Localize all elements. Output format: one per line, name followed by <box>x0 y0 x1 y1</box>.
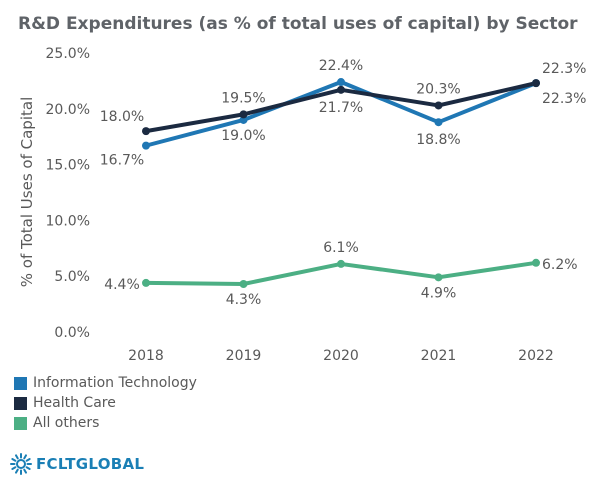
data-point <box>532 258 540 267</box>
legend-item: All others <box>14 413 197 433</box>
data-point <box>239 115 248 124</box>
data-point <box>434 101 443 110</box>
y-tick-label: 20.0% <box>46 102 90 118</box>
data-label: 19.5% <box>221 90 265 106</box>
data-label: 4.9% <box>421 285 457 301</box>
logo-text: FCLTGLOBAL <box>36 455 145 473</box>
data-point <box>142 127 150 136</box>
data-point <box>239 280 248 289</box>
x-tick-label: 2022 <box>518 348 554 364</box>
legend-label: Information Technology <box>33 375 197 391</box>
x-tick-label: 2020 <box>323 348 359 364</box>
data-label: 19.0% <box>221 128 265 144</box>
legend-swatch <box>14 396 27 410</box>
x-tick-label: 2019 <box>226 348 262 364</box>
legend-item: Information Technology <box>14 373 197 393</box>
data-label: 4.4% <box>104 277 140 293</box>
y-tick-label: 25.0% <box>46 46 90 62</box>
y-tick-label: 15.0% <box>46 158 90 174</box>
data-label: 20.3% <box>416 81 460 97</box>
data-label: 18.8% <box>416 132 460 148</box>
data-point <box>337 85 345 94</box>
data-point <box>532 79 540 88</box>
data-point <box>337 259 345 268</box>
data-label: 22.4% <box>319 58 363 74</box>
data-point <box>239 110 248 119</box>
data-point <box>337 78 345 87</box>
data-point <box>434 118 443 127</box>
data-label: 6.1% <box>323 240 359 256</box>
data-point <box>142 278 150 287</box>
data-label: 22.3% <box>542 91 586 107</box>
data-label: 18.0% <box>100 109 144 125</box>
sunburst-logo-icon <box>10 453 32 475</box>
data-label: 22.3% <box>542 61 586 77</box>
legend-item: Health Care <box>14 393 197 413</box>
chart-title: R&D Expenditures (as % of total uses of … <box>18 14 578 34</box>
legend-label: Health Care <box>33 395 116 411</box>
x-tick-label: 2021 <box>421 348 457 364</box>
legend-swatch <box>14 376 27 390</box>
data-label: 4.3% <box>226 292 262 308</box>
data-label: 6.2% <box>542 257 578 273</box>
data-label: 16.7% <box>100 153 144 169</box>
y-tick-label: 10.0% <box>46 213 90 229</box>
fcltglobal-logo: FCLTGLOBAL <box>10 453 144 475</box>
x-tick-label: 2018 <box>128 348 164 364</box>
data-point <box>434 273 443 282</box>
data-point <box>142 141 150 150</box>
legend-swatch <box>14 416 27 430</box>
legend: Information Technology Health Care All oth… <box>14 373 197 433</box>
y-tick-label: 5.0% <box>54 269 90 285</box>
y-tick-label: 0.0% <box>54 325 90 341</box>
y-axis-title: % of Total Uses of Capital <box>18 97 36 287</box>
line-chart: % of Total Uses of Capital 0.0% 5.0% 10.0%… <box>18 46 586 364</box>
legend-label: All others <box>33 415 100 431</box>
data-label: 21.7% <box>319 100 363 116</box>
